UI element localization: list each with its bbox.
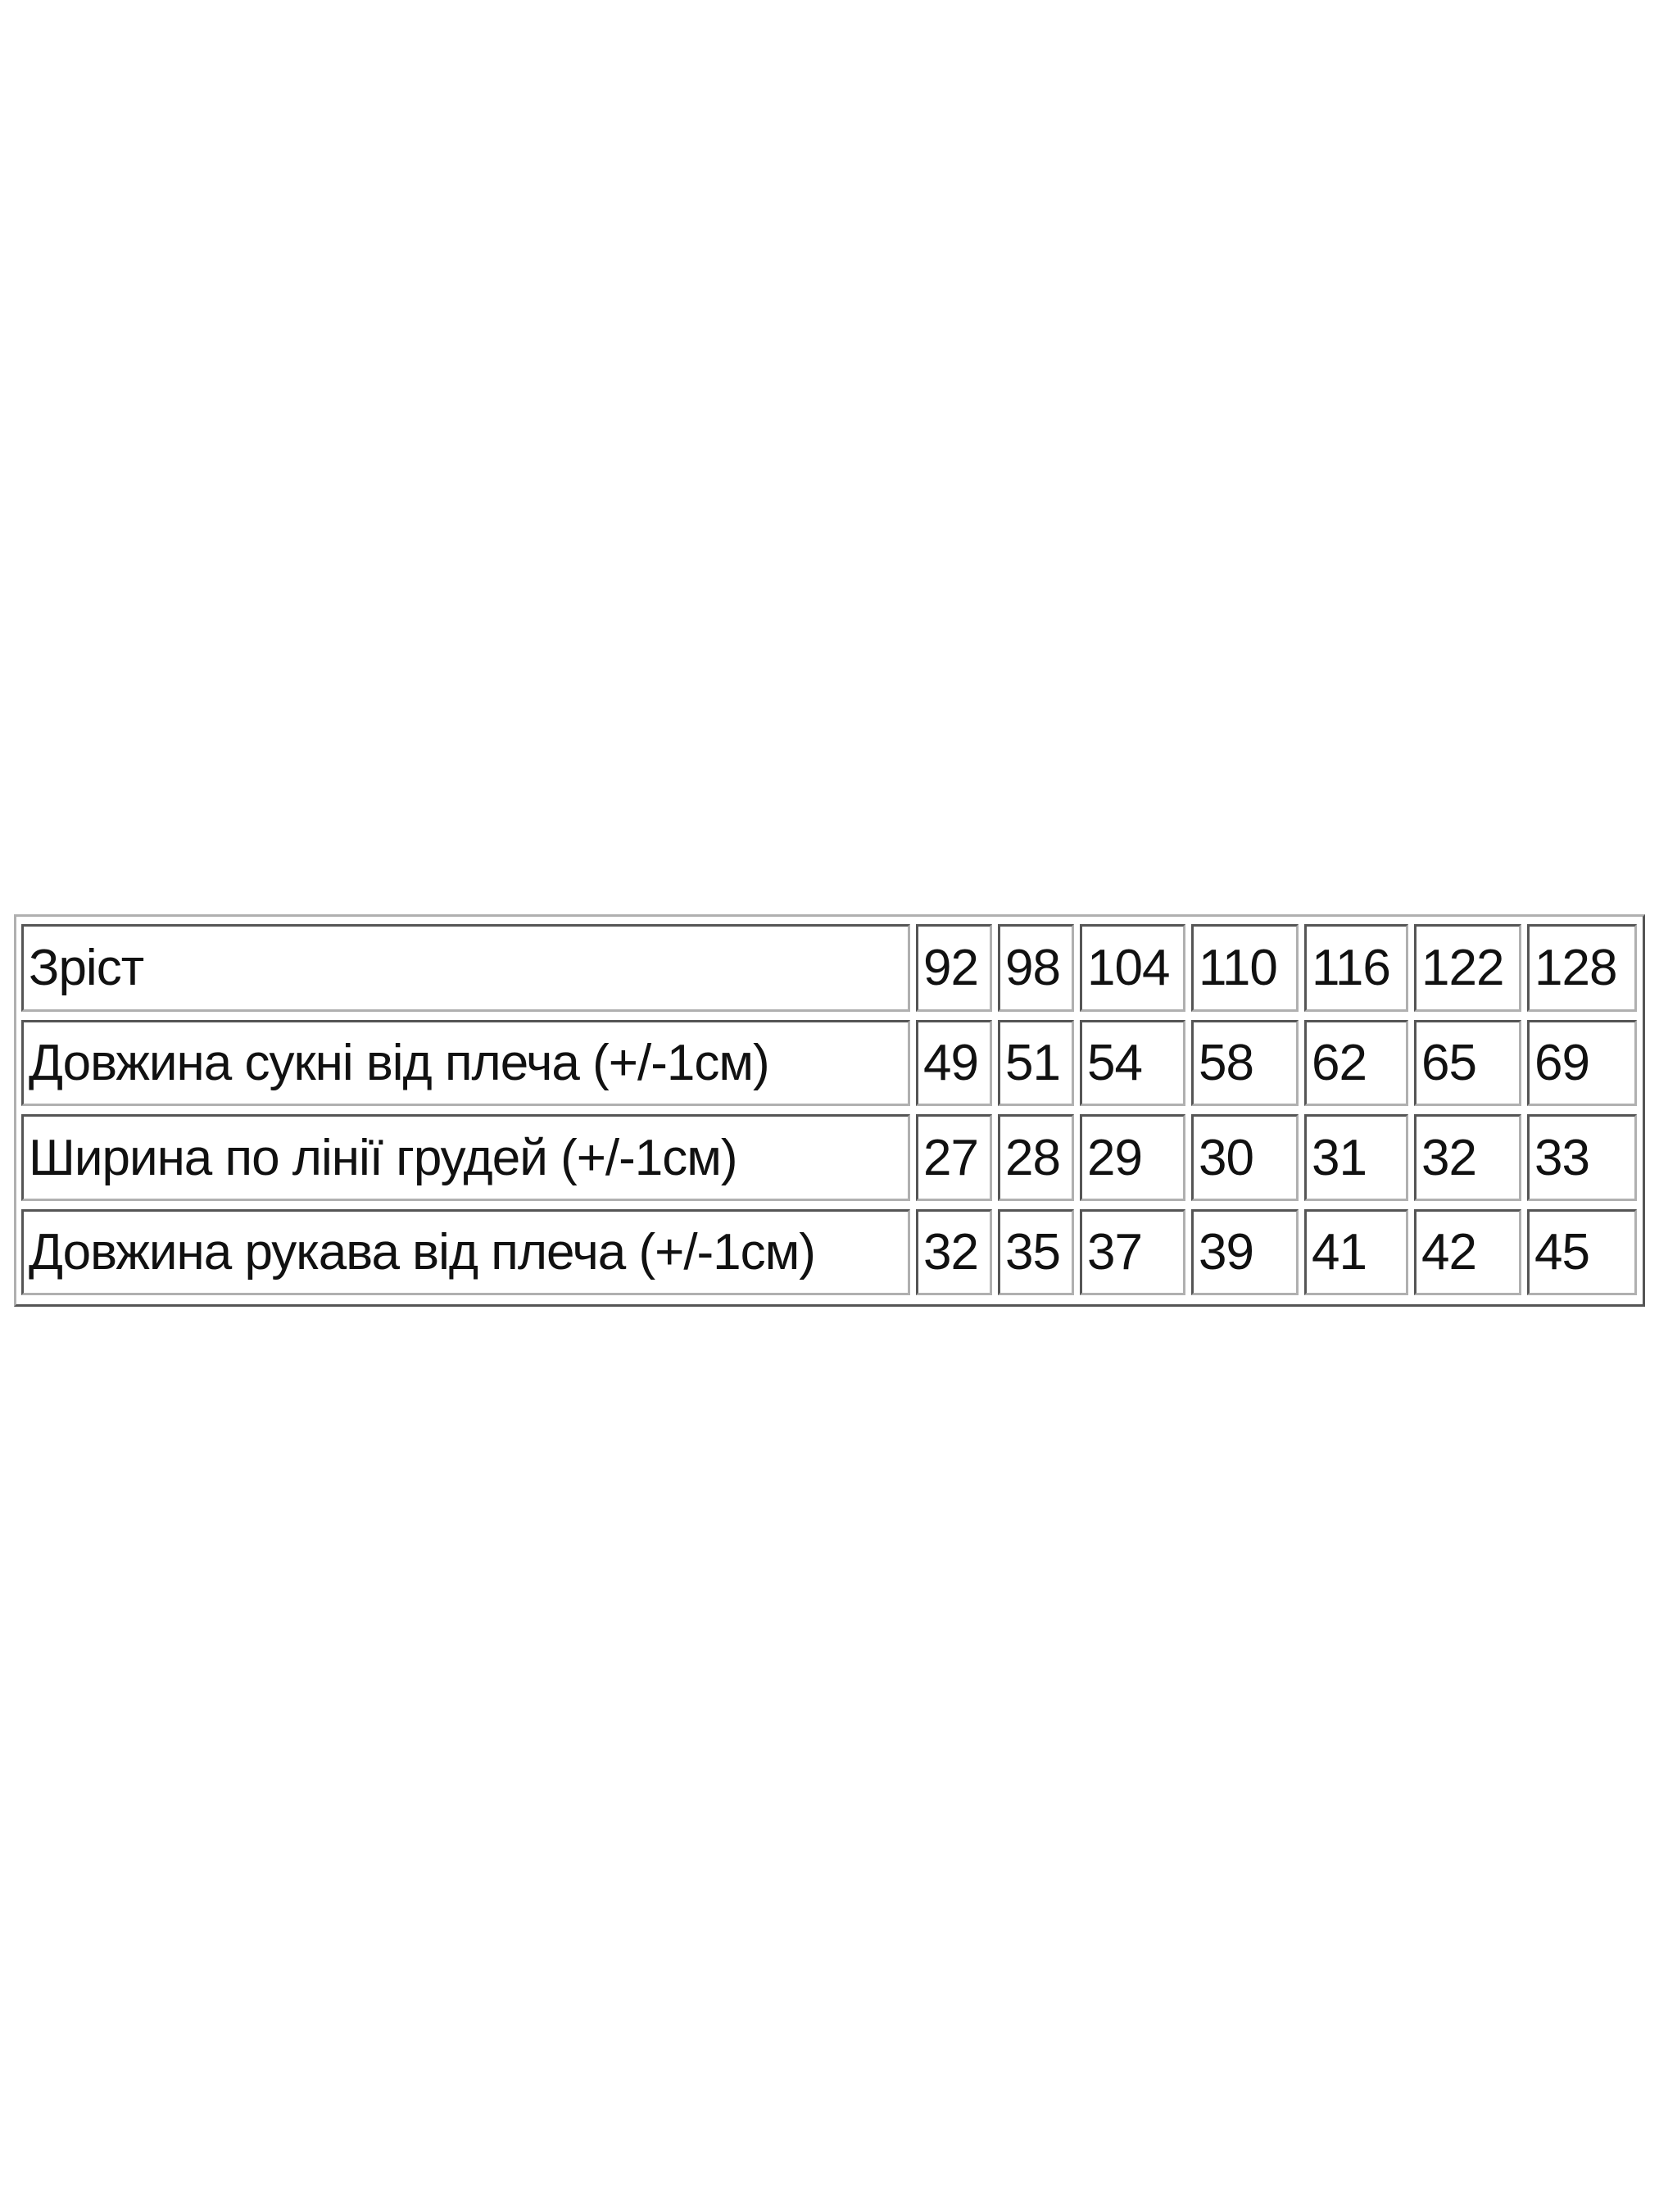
size-value: 58 <box>1191 1020 1299 1106</box>
size-value: 104 <box>1080 924 1185 1012</box>
row-label: Ширина по лінії грудей (+/-1см) <box>21 1114 910 1201</box>
size-value: 98 <box>998 924 1074 1012</box>
size-value: 29 <box>1080 1114 1185 1201</box>
size-value: 92 <box>916 924 992 1012</box>
size-value: 62 <box>1304 1020 1408 1106</box>
size-value: 31 <box>1304 1114 1408 1201</box>
size-value: 33 <box>1527 1114 1637 1201</box>
size-value: 49 <box>916 1020 992 1106</box>
size-value: 45 <box>1527 1209 1637 1295</box>
size-value: 110 <box>1191 924 1299 1012</box>
size-value: 51 <box>998 1020 1074 1106</box>
size-table: Зріст 92 98 104 110 116 122 128 Довжина сукні ві… <box>14 914 1645 1307</box>
size-value: 69 <box>1527 1020 1637 1106</box>
size-value: 30 <box>1191 1114 1299 1201</box>
row-label: Довжина сукні від плеча (+/-1см) <box>21 1020 910 1106</box>
size-value: 28 <box>998 1114 1074 1201</box>
row-label: Довжина рукава від плеча (+/-1см) <box>21 1209 910 1295</box>
size-value: 35 <box>998 1209 1074 1295</box>
size-value: 116 <box>1304 924 1408 1012</box>
size-value: 39 <box>1191 1209 1299 1295</box>
size-value: 32 <box>916 1209 992 1295</box>
size-value: 42 <box>1414 1209 1521 1295</box>
size-value: 27 <box>916 1114 992 1201</box>
size-value: 128 <box>1527 924 1637 1012</box>
size-value: 32 <box>1414 1114 1521 1201</box>
size-value: 41 <box>1304 1209 1408 1295</box>
size-value: 37 <box>1080 1209 1185 1295</box>
row-label: Зріст <box>21 924 910 1012</box>
size-value: 54 <box>1080 1020 1185 1106</box>
size-value: 122 <box>1414 924 1521 1012</box>
size-value: 65 <box>1414 1020 1521 1106</box>
